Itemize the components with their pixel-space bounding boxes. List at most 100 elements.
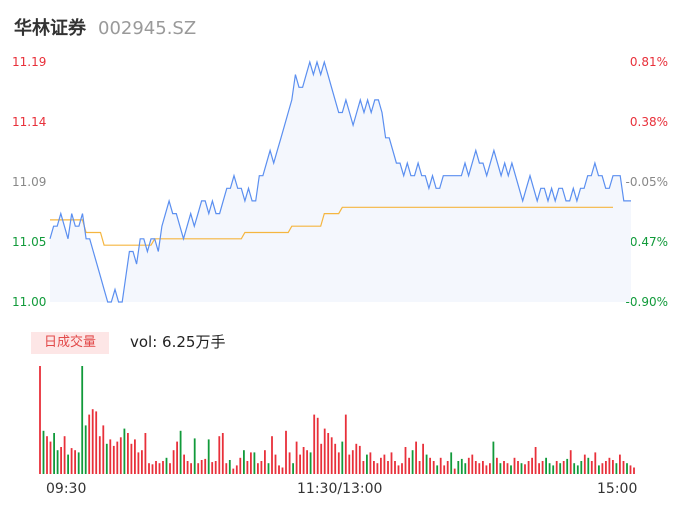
volume-bar bbox=[214, 461, 217, 474]
volume-bar bbox=[327, 433, 330, 474]
volume-bar bbox=[383, 454, 386, 474]
volume-bar bbox=[221, 433, 224, 474]
volume-bar bbox=[499, 463, 502, 474]
volume-bar bbox=[302, 447, 305, 474]
volume-bar bbox=[612, 460, 614, 474]
volume-bar bbox=[257, 463, 259, 474]
volume-bar bbox=[130, 443, 133, 474]
volume-bar bbox=[594, 452, 597, 474]
volume-bar bbox=[489, 463, 491, 474]
volume-bar bbox=[274, 454, 277, 474]
volume-bar bbox=[63, 436, 66, 474]
volume-bar bbox=[151, 464, 154, 474]
volume-bar bbox=[633, 467, 635, 474]
volume-bar bbox=[278, 465, 280, 474]
y-tick-left-0: 11.19 bbox=[12, 55, 47, 69]
volume-bar bbox=[482, 461, 484, 474]
volume-bar bbox=[316, 417, 319, 474]
volume-bar bbox=[56, 450, 59, 474]
volume-bar bbox=[295, 441, 298, 474]
volume-bar bbox=[436, 465, 439, 474]
volume-bar bbox=[204, 458, 207, 474]
volume-bar bbox=[467, 457, 470, 474]
volume-bar bbox=[520, 463, 523, 474]
volume-bar bbox=[207, 439, 210, 474]
volume-summary: vol: 6.25万手 bbox=[130, 333, 226, 351]
volume-bar bbox=[299, 454, 301, 474]
volume-bar bbox=[211, 462, 214, 474]
volume-bar bbox=[411, 450, 414, 474]
volume-bar bbox=[176, 441, 178, 474]
volume-bar bbox=[341, 441, 344, 474]
x-tick-close: 15:00 bbox=[597, 481, 638, 497]
volume-bar bbox=[260, 461, 263, 474]
volume-bar bbox=[503, 461, 505, 474]
volume-bar bbox=[362, 461, 365, 474]
volume-bar bbox=[510, 465, 512, 474]
volume-bar bbox=[358, 445, 361, 474]
stock-header: 华林证券 002945.SZ bbox=[14, 14, 196, 40]
volume-bar bbox=[366, 454, 368, 474]
volume-bar bbox=[271, 436, 273, 474]
volume-bar bbox=[84, 425, 87, 474]
volume-bar bbox=[446, 461, 449, 474]
volume-badge: 日成交量 bbox=[31, 332, 109, 354]
volume-bar bbox=[127, 433, 129, 474]
volume-bar bbox=[555, 461, 558, 474]
volume-bar bbox=[334, 443, 337, 474]
volume-bar bbox=[485, 465, 488, 474]
volume-bar bbox=[42, 430, 45, 474]
volume-bar bbox=[373, 461, 375, 474]
volume-bar bbox=[246, 461, 249, 474]
volume-bar bbox=[569, 450, 572, 474]
volume-bar bbox=[228, 460, 231, 474]
volume-bar bbox=[179, 430, 182, 474]
volume-bar bbox=[155, 461, 157, 474]
y-tick-right-3: -0.47% bbox=[625, 235, 668, 249]
volume-bar bbox=[323, 428, 326, 474]
volume-bar bbox=[169, 463, 171, 474]
volume-bar bbox=[39, 366, 41, 474]
volume-bar bbox=[590, 461, 593, 474]
volume-bar bbox=[351, 450, 354, 474]
volume-bar bbox=[506, 463, 509, 474]
volume-bar bbox=[253, 452, 256, 474]
volume-bar bbox=[109, 439, 112, 474]
volume-bar bbox=[337, 452, 340, 474]
volume-bar bbox=[619, 454, 621, 474]
volume-bar bbox=[292, 463, 294, 474]
volume-bar bbox=[49, 441, 52, 474]
volume-bar bbox=[95, 411, 98, 474]
volume-bar bbox=[81, 366, 84, 474]
volume-bar bbox=[401, 463, 403, 474]
volume-bar bbox=[144, 433, 147, 474]
volume-bar bbox=[105, 443, 108, 474]
stock-code: 002945.SZ bbox=[98, 18, 197, 39]
volume-bar bbox=[165, 457, 168, 474]
volume-bar bbox=[369, 452, 372, 474]
volume-bar bbox=[615, 463, 618, 474]
volume-bar bbox=[344, 414, 347, 474]
volume-bar bbox=[183, 454, 185, 474]
x-tick-midday: 11:30/13:00 bbox=[297, 481, 383, 497]
volume-bar bbox=[53, 433, 55, 474]
volume-bar bbox=[200, 460, 203, 474]
volume-bar bbox=[141, 450, 143, 474]
volume-bar bbox=[70, 448, 73, 474]
volume-bar bbox=[408, 457, 410, 474]
volume-bar bbox=[492, 441, 495, 474]
volume-bar bbox=[193, 438, 196, 474]
volume-bar bbox=[626, 463, 628, 474]
volume-bar bbox=[197, 463, 200, 474]
volume-bar bbox=[439, 457, 442, 474]
volume-bar bbox=[162, 461, 164, 474]
y-tick-left-2: 11.09 bbox=[12, 175, 47, 189]
volume-bar bbox=[566, 458, 569, 474]
volume-bar bbox=[583, 454, 586, 474]
volume-bar bbox=[116, 441, 119, 474]
volume-bar bbox=[67, 454, 69, 474]
volume-bar bbox=[137, 452, 140, 474]
volume-bar bbox=[453, 468, 456, 474]
volume-bar bbox=[605, 461, 607, 474]
volume-bar bbox=[474, 461, 477, 474]
